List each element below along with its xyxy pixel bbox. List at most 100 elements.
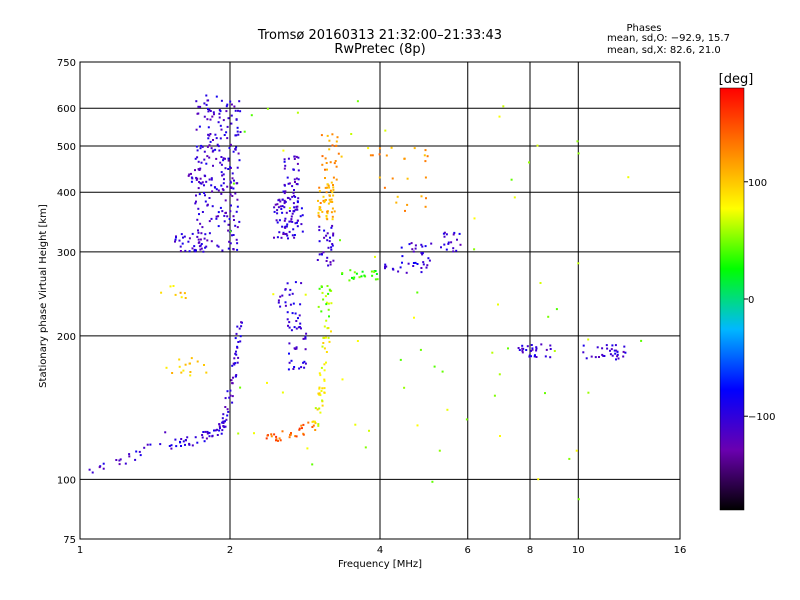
data-point: [214, 186, 217, 189]
data-point: [200, 161, 203, 164]
data-point: [218, 109, 221, 111]
data-point: [301, 230, 304, 233]
data-point: [391, 267, 394, 270]
data-point: [576, 140, 579, 143]
data-point: [290, 220, 292, 223]
data-point: [160, 291, 163, 294]
data-point: [238, 100, 241, 103]
data-point: [614, 352, 617, 355]
data-point: [209, 110, 212, 112]
data-point: [291, 312, 294, 315]
data-point: [224, 406, 227, 408]
data-point: [232, 376, 234, 379]
data-point: [220, 99, 223, 102]
data-point: [287, 237, 289, 240]
data-point: [227, 410, 230, 413]
data-point: [424, 245, 427, 248]
data-point: [283, 167, 286, 170]
data-point: [292, 368, 295, 370]
data-point: [231, 395, 234, 398]
data-point: [371, 274, 374, 277]
data-point: [334, 160, 337, 162]
data-point: [272, 293, 275, 296]
data-point: [447, 241, 450, 244]
data-point: [277, 299, 280, 302]
data-point: [194, 157, 197, 160]
data-point: [235, 210, 238, 213]
colorbar-tick-label: −100: [748, 412, 775, 423]
data-point: [281, 211, 284, 214]
data-point: [135, 450, 138, 453]
data-point: [293, 194, 295, 197]
data-point: [291, 185, 294, 188]
data-point: [228, 147, 231, 149]
data-point: [289, 433, 292, 436]
data-point: [211, 434, 214, 437]
data-point: [178, 365, 181, 368]
data-point: [533, 355, 536, 358]
data-point: [493, 394, 496, 397]
data-point: [590, 355, 593, 358]
data-point: [115, 459, 118, 461]
data-point: [459, 243, 462, 246]
data-point: [202, 431, 205, 433]
data-point: [198, 193, 201, 196]
data-point: [521, 347, 524, 350]
data-point: [199, 248, 202, 251]
data-point: [273, 206, 276, 209]
data-point: [182, 440, 185, 443]
data-point: [279, 305, 282, 308]
data-point: [491, 351, 494, 354]
x-tick-label: 6: [465, 545, 471, 556]
data-point: [190, 180, 193, 183]
data-point: [403, 386, 406, 389]
data-point: [205, 162, 208, 165]
data-point: [196, 177, 199, 180]
data-point: [286, 223, 289, 226]
data-point: [197, 207, 200, 210]
data-point: [253, 432, 255, 435]
data-point: [361, 270, 364, 273]
data-point: [281, 205, 284, 208]
data-point: [360, 275, 363, 278]
data-point: [274, 203, 277, 206]
data-point: [296, 205, 299, 208]
data-point: [433, 365, 436, 368]
data-point: [422, 263, 425, 266]
data-point: [208, 109, 211, 111]
data-point: [319, 394, 322, 397]
data-point: [298, 314, 301, 317]
data-point: [297, 317, 299, 320]
data-point: [181, 242, 184, 245]
data-point: [602, 354, 605, 357]
data-point: [330, 248, 333, 251]
data-point: [210, 177, 213, 180]
data-point: [549, 348, 552, 350]
data-point: [235, 353, 238, 356]
data-point: [205, 437, 208, 440]
data-point: [295, 346, 298, 349]
x-tick-label: 4: [377, 545, 383, 556]
data-point: [327, 202, 330, 205]
data-point: [201, 181, 204, 184]
data-point: [207, 126, 210, 129]
data-point: [236, 182, 239, 185]
data-point: [195, 128, 198, 131]
data-point: [189, 374, 192, 377]
data-point: [231, 177, 234, 180]
data-point: [211, 190, 214, 193]
data-point: [208, 197, 211, 199]
data-point: [288, 230, 291, 233]
data-point: [370, 270, 373, 273]
data-point: [289, 303, 292, 306]
data-point: [291, 220, 294, 223]
data-point: [273, 236, 275, 239]
data-point: [146, 443, 149, 446]
data-point: [169, 285, 172, 288]
data-point: [414, 244, 417, 247]
data-point: [222, 119, 225, 122]
data-point: [196, 360, 199, 363]
data-point: [324, 295, 327, 298]
data-point: [329, 189, 332, 192]
data-point: [397, 270, 400, 273]
